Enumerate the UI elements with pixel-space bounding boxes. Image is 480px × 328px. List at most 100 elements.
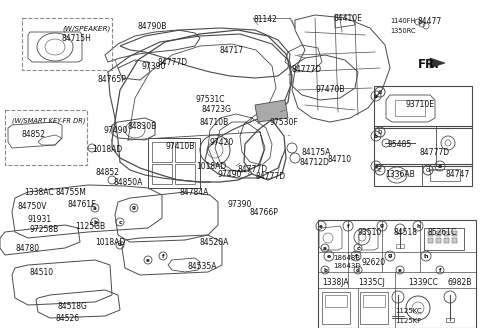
Text: 84765P: 84765P: [98, 75, 127, 84]
Text: 84175A: 84175A: [302, 148, 331, 157]
Text: 97410B: 97410B: [165, 142, 194, 151]
Text: e: e: [319, 223, 323, 229]
Text: 1018AD: 1018AD: [196, 162, 226, 171]
Text: 84510: 84510: [30, 268, 54, 277]
Text: 84784A: 84784A: [180, 188, 209, 197]
Text: 97530F: 97530F: [270, 118, 299, 127]
Text: f: f: [439, 268, 441, 273]
Text: d: d: [356, 268, 360, 273]
Text: 6982B: 6982B: [448, 278, 472, 287]
FancyBboxPatch shape: [452, 238, 457, 243]
Text: 92620: 92620: [362, 258, 386, 267]
Text: 84780: 84780: [15, 244, 39, 253]
Text: 1140FH: 1140FH: [390, 18, 415, 24]
Text: g: g: [388, 254, 392, 258]
Text: 81142: 81142: [253, 15, 277, 24]
Text: 1018AD: 1018AD: [95, 238, 125, 247]
Text: f: f: [355, 254, 358, 258]
Text: f: f: [162, 254, 164, 258]
FancyBboxPatch shape: [428, 238, 433, 243]
Text: 84852: 84852: [95, 168, 119, 177]
Text: h: h: [416, 223, 420, 229]
Text: 97390: 97390: [142, 62, 167, 71]
FancyBboxPatch shape: [428, 231, 433, 236]
Text: 84526: 84526: [55, 314, 79, 323]
Text: 84518G: 84518G: [58, 302, 88, 311]
Text: 97531C: 97531C: [196, 95, 226, 104]
Text: 1125KC: 1125KC: [395, 308, 421, 314]
Text: 84712D: 84712D: [300, 158, 330, 167]
Text: 84755M: 84755M: [56, 188, 87, 197]
Text: b: b: [93, 219, 97, 224]
Text: 18643D: 18643D: [333, 263, 360, 269]
Text: 93710E: 93710E: [406, 100, 435, 109]
Text: b: b: [323, 268, 327, 273]
FancyBboxPatch shape: [436, 238, 441, 243]
Text: 84852: 84852: [22, 130, 46, 139]
Text: 84766P: 84766P: [250, 208, 279, 217]
Text: 84830B: 84830B: [128, 122, 157, 131]
Text: 1018AD: 1018AD: [92, 145, 122, 154]
Text: d: d: [438, 163, 442, 169]
Text: a: a: [323, 245, 327, 251]
Text: a: a: [93, 206, 97, 211]
Text: 84761E: 84761E: [68, 200, 97, 209]
Text: f: f: [347, 223, 349, 229]
Polygon shape: [255, 100, 288, 122]
Text: 84477: 84477: [418, 17, 442, 26]
Text: b: b: [374, 133, 378, 138]
Text: 1339CC: 1339CC: [408, 278, 438, 287]
Text: c: c: [119, 219, 121, 224]
Text: 84850A: 84850A: [113, 178, 143, 187]
Text: e: e: [327, 254, 331, 258]
Text: 1336AB: 1336AB: [385, 170, 415, 179]
Text: 84717: 84717: [220, 46, 244, 55]
Text: (W/SMART KEY-FR DR): (W/SMART KEY-FR DR): [12, 118, 85, 125]
Text: 84535A: 84535A: [188, 262, 217, 271]
Text: 84747: 84747: [445, 170, 469, 179]
Text: 84710B: 84710B: [200, 118, 229, 127]
Text: 1125GB: 1125GB: [75, 222, 105, 231]
Text: 84715H: 84715H: [62, 34, 92, 43]
Text: 84520A: 84520A: [200, 238, 229, 247]
Text: 97490: 97490: [103, 126, 127, 135]
Text: 84710: 84710: [328, 155, 352, 164]
FancyBboxPatch shape: [436, 231, 441, 236]
FancyBboxPatch shape: [452, 231, 457, 236]
Text: 84723G: 84723G: [202, 105, 232, 114]
Text: 97420: 97420: [210, 138, 234, 147]
Text: e: e: [146, 257, 150, 262]
Text: 84790B: 84790B: [138, 22, 168, 31]
Text: 97490: 97490: [218, 170, 242, 179]
Text: 84410E: 84410E: [333, 14, 362, 23]
Text: 1125KF: 1125KF: [395, 318, 421, 324]
Text: 1338JA: 1338JA: [322, 278, 348, 287]
Text: 84750V: 84750V: [18, 202, 48, 211]
Text: d: d: [118, 242, 122, 248]
Text: 1350RC: 1350RC: [390, 28, 416, 34]
Text: 1338AC: 1338AC: [24, 188, 54, 197]
Text: 95485: 95485: [388, 140, 412, 149]
Text: 97470B: 97470B: [315, 85, 345, 94]
Text: FR.: FR.: [418, 58, 440, 71]
Text: 93510: 93510: [358, 228, 382, 237]
Text: h: h: [424, 254, 428, 258]
Text: 84777D: 84777D: [420, 148, 450, 157]
FancyBboxPatch shape: [444, 231, 449, 236]
Text: g: g: [380, 223, 384, 229]
Text: 84777D: 84777D: [238, 165, 268, 174]
Text: d: d: [426, 167, 430, 173]
Polygon shape: [430, 58, 445, 68]
Text: e: e: [398, 268, 402, 273]
Text: 84777D: 84777D: [255, 172, 285, 181]
Text: 97258B: 97258B: [30, 225, 59, 234]
Text: (W/SPEAKER): (W/SPEAKER): [62, 25, 110, 31]
Text: c: c: [378, 167, 382, 173]
Text: c: c: [374, 163, 378, 169]
FancyBboxPatch shape: [444, 238, 449, 243]
Text: 91931: 91931: [28, 215, 52, 224]
Text: a: a: [374, 93, 378, 98]
Text: g: g: [132, 206, 136, 211]
Text: 18648B: 18648B: [333, 255, 360, 261]
Text: 97390: 97390: [228, 200, 252, 209]
